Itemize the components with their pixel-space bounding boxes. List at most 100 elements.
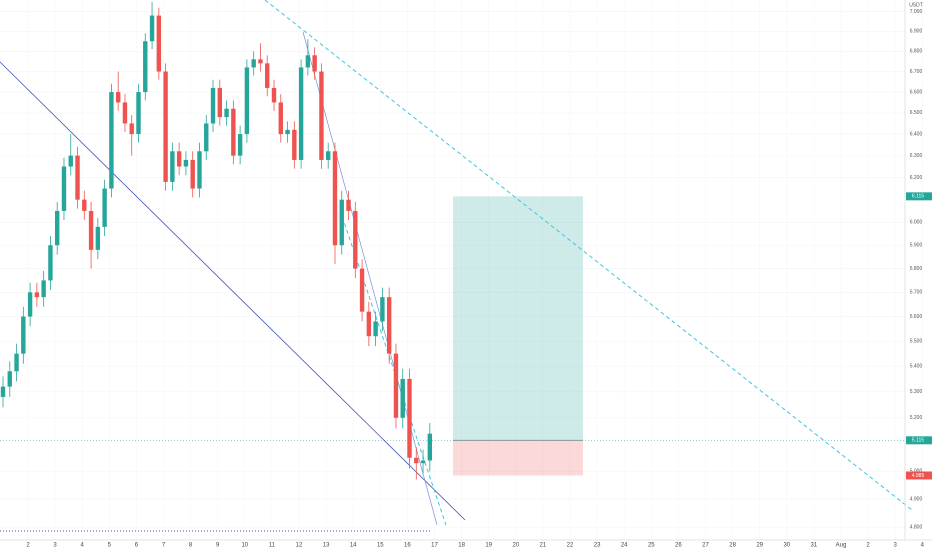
candle-body xyxy=(427,433,433,461)
x-tick-label: 29 xyxy=(756,543,763,549)
candle-body xyxy=(68,155,73,167)
x-tick-label: 24 xyxy=(621,543,628,549)
candle-body xyxy=(109,92,114,189)
y-tick-label: 5.300 xyxy=(910,389,923,395)
x-tick-label: 5 xyxy=(108,543,112,549)
x-tick-label: 17 xyxy=(431,543,438,549)
y-tick-label: 6.400 xyxy=(910,131,923,137)
y-tick-label: 5.500 xyxy=(910,338,923,344)
x-tick-label: 31 xyxy=(811,543,818,549)
candle-body xyxy=(190,159,195,189)
candle-body xyxy=(244,67,250,135)
y-tick-label: 6.000 xyxy=(910,220,923,226)
candle-body xyxy=(163,71,168,182)
trend-line xyxy=(0,61,466,521)
candle-body xyxy=(115,92,121,103)
candle-body xyxy=(14,353,19,372)
x-tick-label: 22 xyxy=(567,543,574,549)
y-tick-label: 5.700 xyxy=(910,290,923,296)
candle-body xyxy=(285,129,290,135)
candle-body xyxy=(41,280,46,298)
loss-zone xyxy=(453,440,583,476)
candle-body xyxy=(7,371,12,387)
candle-body xyxy=(82,199,87,211)
candle-body xyxy=(61,166,67,211)
candle-body xyxy=(305,55,311,68)
price-label-box xyxy=(906,436,932,445)
candle-body xyxy=(237,134,243,156)
candle-body xyxy=(420,460,426,464)
candle-body xyxy=(386,297,392,354)
candle-body xyxy=(183,159,189,167)
price-label: 5.115 xyxy=(912,438,924,444)
y-tick-label: 6.700 xyxy=(910,69,923,75)
candle-body xyxy=(136,92,141,135)
candle-body xyxy=(278,102,283,135)
candle-body xyxy=(265,63,270,88)
y-tick-label: 5.600 xyxy=(910,314,923,320)
x-tick-label: 30 xyxy=(783,543,790,549)
axes: 7.000 6.900 6.800 6.700 6.600 6.500 6.400 6.300… xyxy=(26,9,932,549)
y-tick-label: 6.900 xyxy=(910,29,923,35)
candle-body xyxy=(156,15,162,72)
x-tick-label: 6 xyxy=(135,543,139,549)
x-tick-label: 3 xyxy=(53,543,57,549)
x-tick-label: 18 xyxy=(458,543,465,549)
y-tick-label: 5.200 xyxy=(910,415,923,421)
candle-body xyxy=(55,210,60,246)
x-tick-label: 2 xyxy=(866,543,870,549)
y-tick-label: 4.800 xyxy=(910,524,923,530)
x-tick-label: Aug xyxy=(836,543,847,549)
x-tick-label: 10 xyxy=(241,543,248,549)
x-tick-label: 8 xyxy=(189,543,193,549)
x-tick-label: 12 xyxy=(296,543,303,549)
candle-body xyxy=(102,188,107,227)
price-label: 4.985 xyxy=(912,473,925,479)
candle-body xyxy=(366,311,372,337)
candle-body xyxy=(251,59,256,68)
candle-body xyxy=(129,123,134,135)
candle-body xyxy=(380,297,385,322)
candle-body xyxy=(75,155,80,200)
x-tick-label: 27 xyxy=(702,543,709,549)
y-tick-label: 5.400 xyxy=(910,364,923,370)
candle-body xyxy=(339,199,344,246)
candle-body xyxy=(353,210,358,269)
unit-label: USDT xyxy=(909,2,923,8)
x-tick-label: 4 xyxy=(921,543,925,549)
candle-body xyxy=(143,41,148,93)
price-label: 6.115 xyxy=(912,194,924,200)
candle-body xyxy=(27,292,33,317)
candle-body xyxy=(0,386,6,397)
y-tick-label: 5.800 xyxy=(910,266,923,272)
candle-body xyxy=(197,151,202,189)
x-tick-label: 9 xyxy=(216,543,220,549)
x-tick-label: 7 xyxy=(162,543,166,549)
candle-body xyxy=(21,316,26,354)
y-tick-label: 4.900 xyxy=(910,496,923,502)
candle-body xyxy=(312,55,317,72)
profit-zone xyxy=(453,196,583,441)
candle-body xyxy=(326,151,331,160)
candle-body xyxy=(122,102,128,124)
y-tick-label: 6.800 xyxy=(910,49,923,55)
candle-body xyxy=(88,210,94,250)
x-tick-label: 16 xyxy=(404,543,411,549)
candle-body xyxy=(346,199,351,211)
x-tick-label: 2 xyxy=(26,543,30,549)
x-tick-label: 28 xyxy=(729,543,736,549)
candle-body xyxy=(407,378,412,458)
x-tick-label: 21 xyxy=(540,543,547,549)
candle-body xyxy=(217,87,222,118)
price-label-box xyxy=(906,471,932,480)
candle-body xyxy=(393,353,399,418)
trend-line xyxy=(302,31,438,526)
x-tick-label: 4 xyxy=(81,543,85,549)
candle-body xyxy=(34,292,40,298)
candle-body xyxy=(176,151,182,167)
candle-body xyxy=(170,151,175,182)
trend-line xyxy=(339,209,447,526)
candle-body xyxy=(332,151,338,246)
y-tick-label: 6.500 xyxy=(910,110,923,116)
